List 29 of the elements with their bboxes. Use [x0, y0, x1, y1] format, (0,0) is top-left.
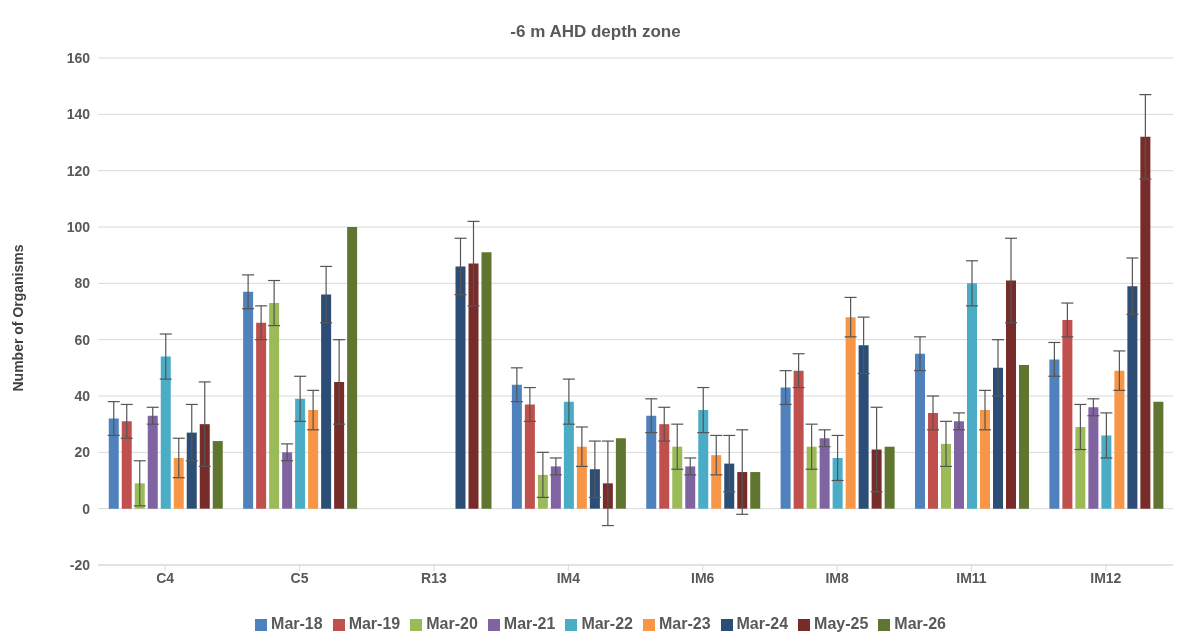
- y-tick-label: 80: [74, 275, 91, 292]
- x-tick-label: C5: [290, 569, 309, 586]
- x-tick-label: C4: [156, 569, 175, 586]
- legend-label: Mar-22: [581, 615, 633, 632]
- legend-label: Mar-18: [271, 615, 323, 632]
- x-tick-label: IM11: [956, 569, 987, 586]
- chart-title: -6 m AHD depth zone: [509, 21, 682, 43]
- y-axis-title: Number of Organisms: [9, 244, 26, 392]
- legend-label: Mar-26: [894, 615, 946, 632]
- y-tick-label: 20: [74, 444, 91, 461]
- y-tick-label: 140: [66, 106, 91, 123]
- x-tick-label: R13: [421, 569, 447, 586]
- legend-label: Mar-21: [503, 615, 556, 632]
- x-tick-label: IM8: [825, 569, 849, 586]
- x-tick-label: IM4: [556, 569, 581, 586]
- y-tick-label: 160: [66, 49, 91, 66]
- y-tick-label: 0: [82, 500, 91, 517]
- legend-label: Mar-24: [736, 615, 789, 632]
- y-tick-label: 60: [74, 331, 91, 348]
- y-tick-label: 100: [66, 218, 91, 235]
- y-tick-label: 120: [66, 162, 91, 179]
- x-tick-label: IM12: [1090, 569, 1122, 586]
- legend-label: May-25: [814, 615, 869, 632]
- legend-label: Mar-23: [658, 615, 711, 632]
- legend-label: Mar-19: [348, 615, 401, 632]
- y-tick-label: -20: [69, 556, 91, 573]
- x-tick-label: IM6: [691, 569, 715, 586]
- legend-label: Mar-20: [426, 615, 478, 632]
- y-tick-label: 40: [74, 387, 91, 404]
